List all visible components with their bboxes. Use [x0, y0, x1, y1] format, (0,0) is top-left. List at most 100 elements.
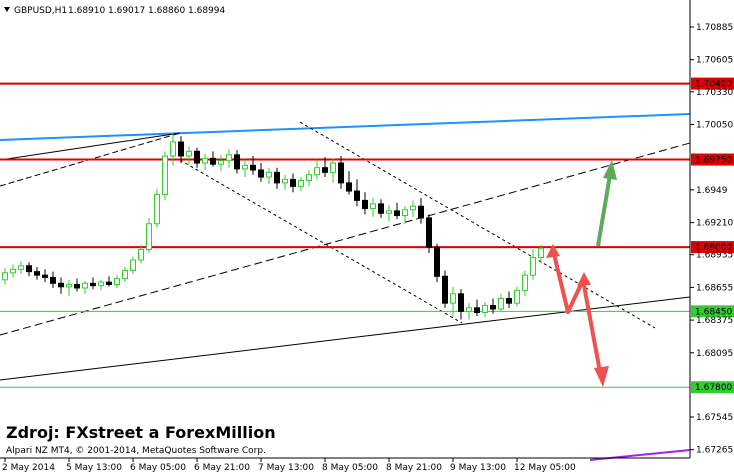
up-arrow — [596, 174, 612, 247]
candle-body — [2, 272, 8, 281]
candle-body — [210, 157, 216, 165]
candle-body — [378, 203, 384, 214]
candle-body — [306, 174, 312, 182]
candle-body — [506, 297, 512, 304]
level-label-box — [691, 153, 734, 166]
blue-channel-line — [0, 113, 691, 141]
x-tick-label: 8 May 21:00 — [386, 463, 442, 473]
level-label-box — [691, 77, 734, 90]
candle-body — [98, 281, 104, 287]
y-tick-label: 1.67265 — [696, 446, 733, 456]
down-arrowhead — [594, 366, 609, 387]
candle-body — [146, 223, 152, 250]
candle-body — [322, 167, 328, 173]
down-arrow — [551, 249, 602, 373]
header-value: 1.69017 — [108, 6, 145, 16]
candle-body — [498, 297, 504, 310]
arrowhead — [577, 272, 591, 286]
symbol-title: GBPUSD,H1 — [14, 6, 67, 16]
candle-body — [282, 178, 288, 184]
header-value: 1.68994 — [188, 6, 225, 16]
candle-body — [178, 141, 184, 157]
candle-body — [442, 275, 448, 304]
candle-body — [250, 164, 256, 171]
candle-body — [402, 209, 408, 217]
y-tick-label: 1.69210 — [696, 219, 733, 229]
candle-body — [522, 274, 528, 291]
candle-body — [106, 281, 112, 285]
candle-body — [338, 162, 344, 184]
candle-body — [426, 217, 432, 248]
level-label: 1.69000 — [695, 243, 732, 253]
x-tick-label: 12 May 05:00 — [514, 463, 576, 473]
y-tick-label: 1.70050 — [696, 120, 733, 130]
candle-body — [122, 269, 128, 280]
candle-body — [474, 307, 480, 313]
candle-body — [74, 283, 80, 289]
level-label: 1.69750 — [695, 156, 732, 166]
levels: 1.70400 1.69750 1.69000 1.68450 1.67800 — [0, 77, 734, 394]
level-label-box — [691, 241, 734, 254]
level-label: 1.70400 — [695, 80, 732, 90]
x-tick-label: 7 May 13:00 — [258, 463, 314, 473]
x-tick-label: 5 May 13:00 — [66, 463, 122, 473]
candle-body — [170, 141, 176, 157]
y-axis-ticks: 1.70885 1.70605 1.70330 1.70050 1.6949 1.6921… — [690, 23, 733, 456]
candle-body — [386, 210, 392, 214]
candle-body — [450, 293, 456, 304]
candle-body — [42, 274, 48, 278]
arrows — [546, 160, 617, 387]
candle-body — [90, 282, 96, 287]
candle-body — [218, 160, 224, 165]
candle-body — [114, 278, 120, 285]
level-label: 1.67800 — [695, 383, 732, 393]
candle-body — [466, 307, 472, 312]
y-tick-label: 1.70605 — [696, 56, 733, 66]
candle-body — [298, 180, 304, 187]
candle-body — [154, 194, 160, 225]
candle-body — [434, 246, 440, 277]
level-label-box — [691, 381, 734, 394]
header-value: 1.68910 — [68, 6, 105, 16]
candle-body — [66, 283, 72, 288]
candle-body — [394, 210, 400, 217]
trendline — [179, 159, 463, 324]
x-tick-label: 9 May 13:00 — [450, 463, 506, 473]
candle-body — [274, 171, 280, 184]
candle-body — [330, 162, 336, 173]
y-tick-label: 1.68095 — [696, 349, 733, 359]
y-tick-label: 1.70330 — [696, 88, 733, 98]
x-tick-label: 6 May 21:00 — [194, 463, 250, 473]
candle-body — [458, 293, 464, 312]
candle-body — [194, 150, 200, 164]
up-arrowhead — [603, 160, 617, 180]
copyright: Alpari NZ MT4, © 2001-2014, MetaQuotes S… — [6, 446, 266, 456]
candle-body — [130, 259, 136, 271]
x-tick-label: 2 May 2014 — [2, 463, 55, 473]
candle-body — [530, 257, 536, 276]
candle-body — [242, 164, 248, 170]
x-axis-ticks: 2 May 2014 5 May 13:00 6 May 05:00 6 May 21… — [2, 458, 576, 473]
candle-body — [370, 203, 376, 210]
y-tick-label: 1.68935 — [696, 251, 733, 261]
trendline — [299, 121, 656, 329]
y-tick-label: 1.67545 — [696, 413, 733, 423]
candle-body — [202, 157, 208, 164]
candle-body — [354, 190, 360, 201]
candle-body — [26, 265, 32, 273]
candle-body — [138, 248, 144, 261]
candle-body — [258, 169, 264, 178]
candle-body — [82, 282, 88, 289]
x-tick-label: 6 May 05:00 — [130, 463, 186, 473]
arrowhead — [546, 244, 560, 258]
candle-body — [162, 155, 168, 196]
candle-body — [314, 167, 320, 176]
candle-body — [410, 205, 416, 211]
y-tick-label: 1.70885 — [696, 23, 733, 33]
candle-body — [226, 154, 232, 162]
candle-body — [266, 171, 272, 178]
y-tick-label: 1.68655 — [696, 283, 733, 293]
candle-body — [482, 304, 488, 313]
